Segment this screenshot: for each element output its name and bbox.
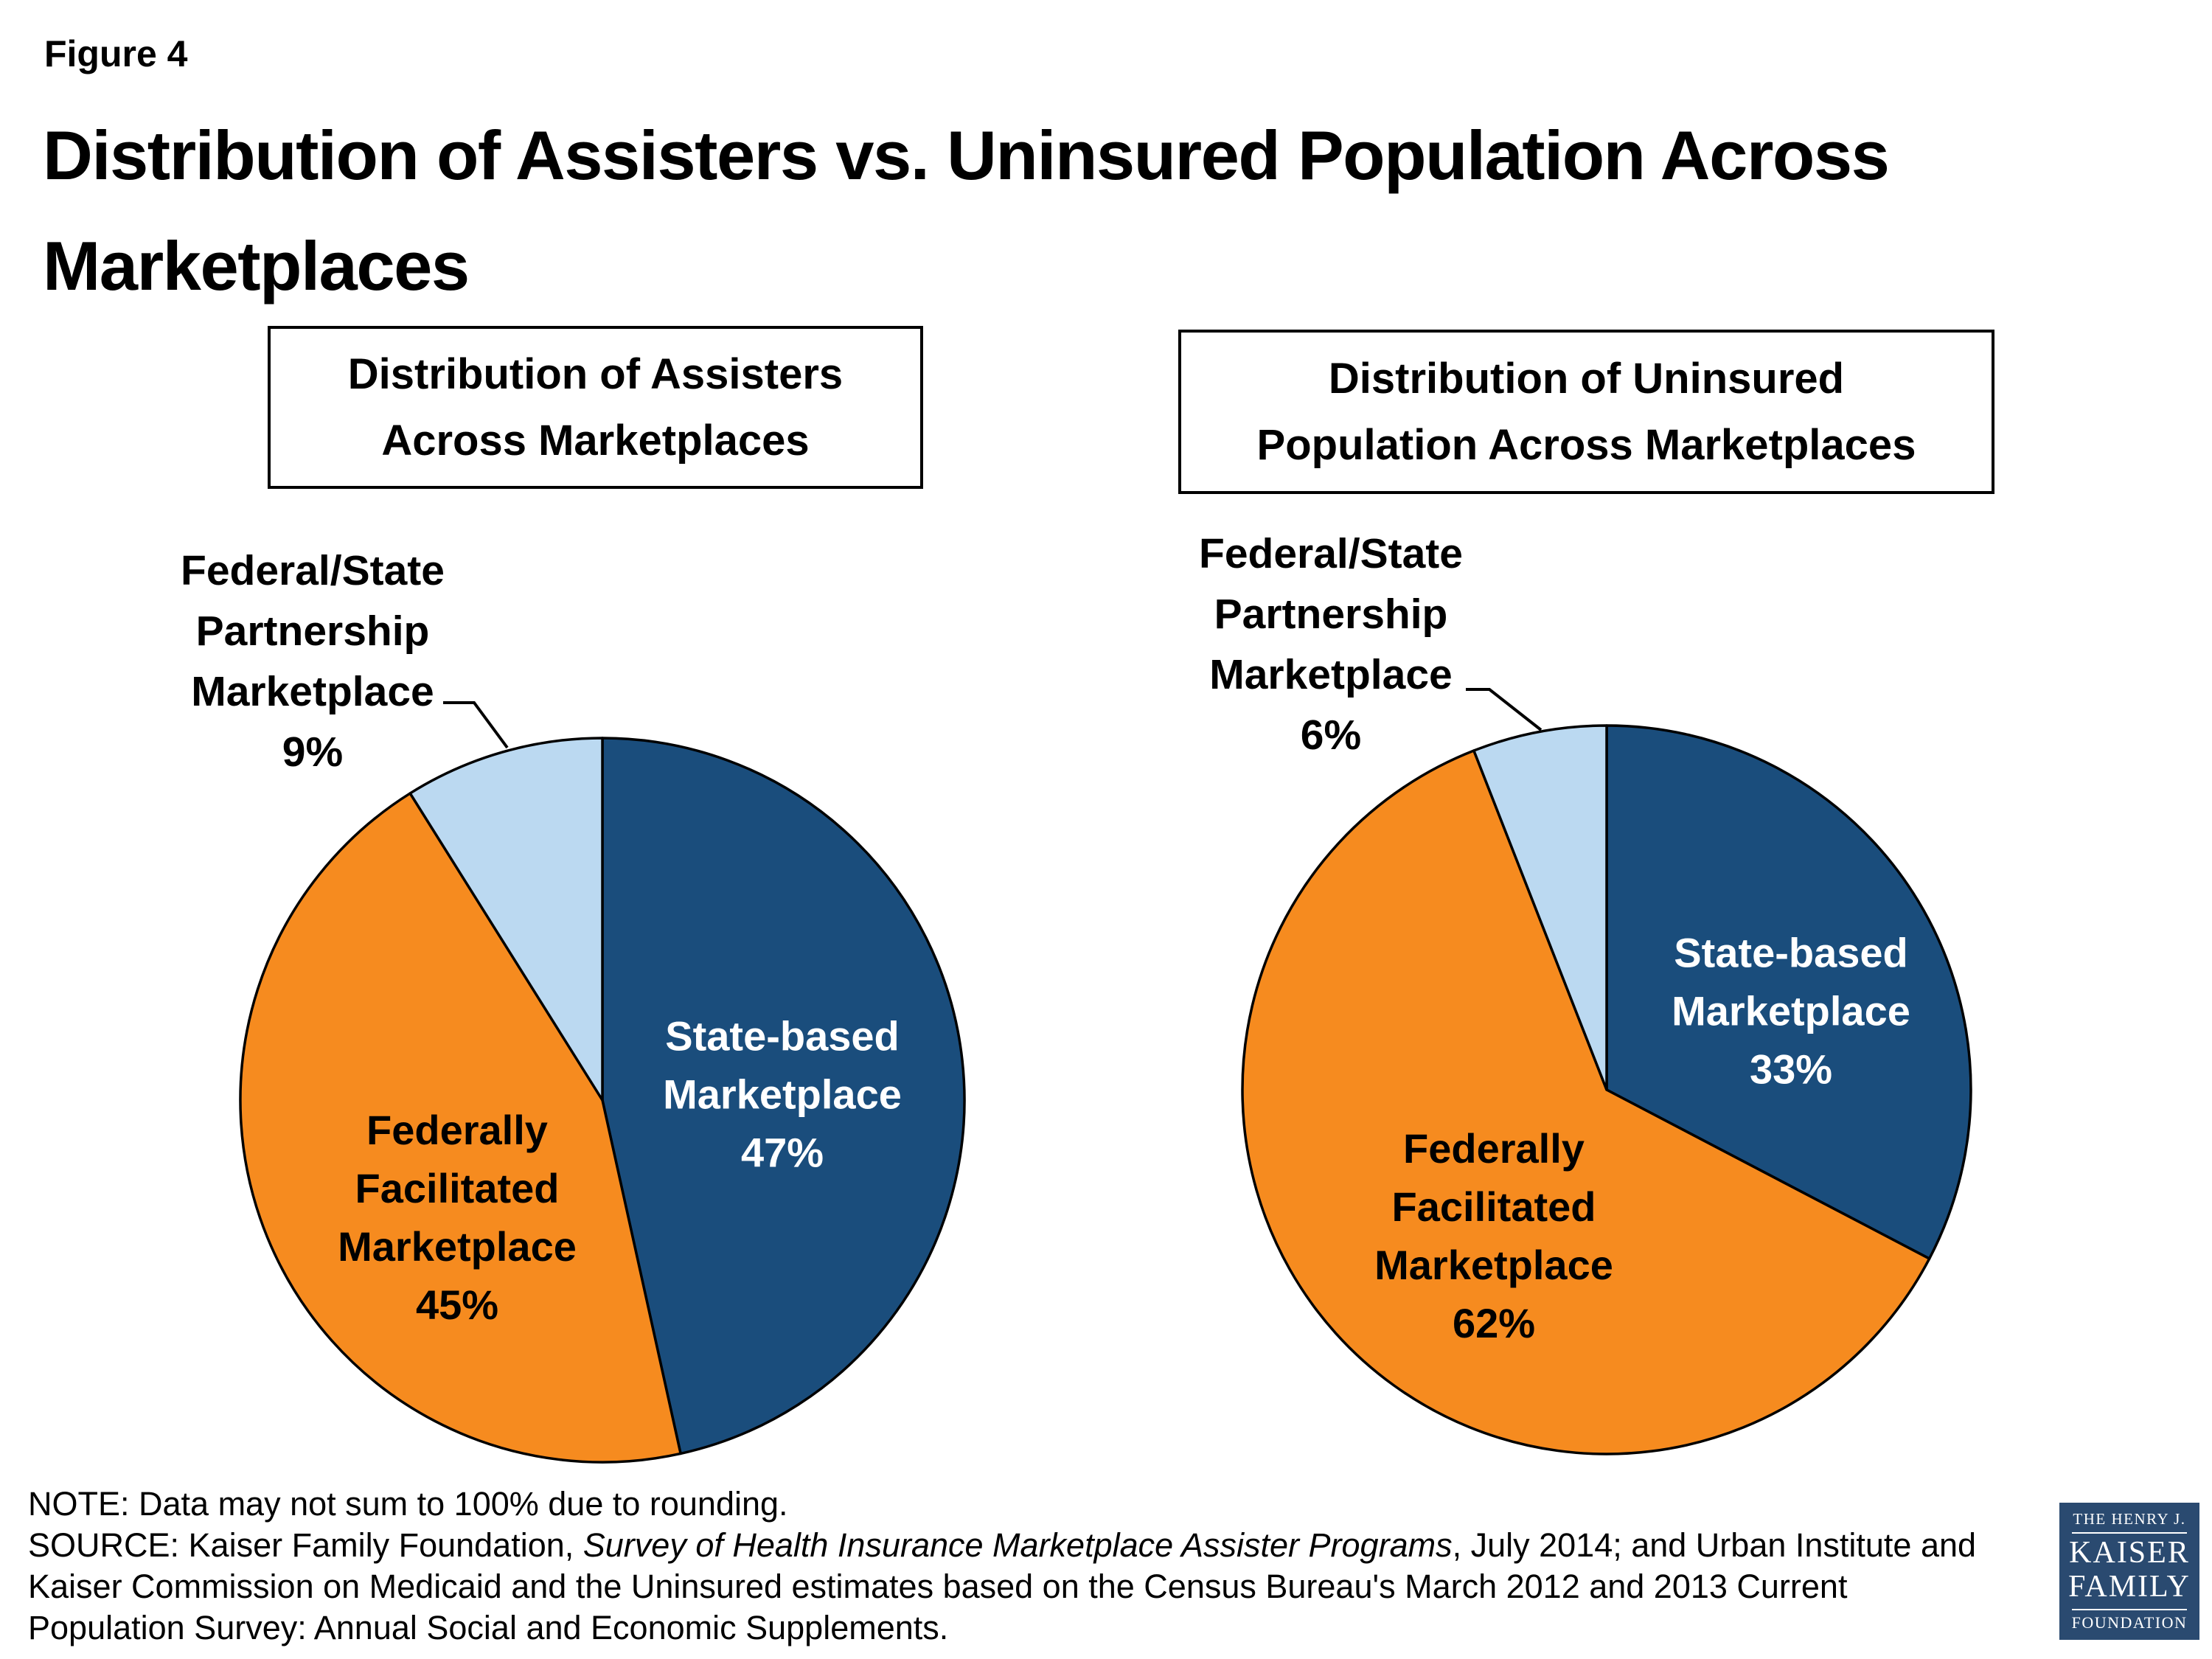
logo-top-line: THE HENRY J.	[2073, 1510, 2186, 1528]
footnotes-block: NOTE: Data may not sum to 100% due to ro…	[28, 1484, 2063, 1649]
note-line: NOTE: Data may not sum to 100% due to ro…	[28, 1485, 788, 1523]
pie-slice	[408, 737, 604, 1102]
pie-slice	[601, 737, 966, 1455]
logo-family: FAMILY	[2068, 1570, 2191, 1604]
left-federally-facilitated-slice-label: Federally Facilitated Marketplace 45%	[338, 1107, 577, 1328]
logo-kaiser: KAISER	[2069, 1536, 2190, 1570]
left-chart-title: Distribution of Assisters Across Marketp…	[347, 349, 844, 465]
source-prefix: SOURCE: Kaiser Family Foundation,	[28, 1526, 583, 1564]
right-federally-facilitated-slice-label: Federally Facilitated Marketplace 62%	[1374, 1125, 1613, 1346]
logo-divider	[2072, 1532, 2187, 1534]
kff-foundation-logo: THE HENRY J. KAISER FAMILY FOUNDATION	[2059, 1503, 2199, 1640]
source-line-3: Population Survey: Annual Social and Eco…	[28, 1609, 949, 1646]
source-line-1: SOURCE: Kaiser Family Foundation, Survey…	[28, 1525, 2063, 1566]
right-partnership-callout-label: Federal/State Partnership Marketplace 6%	[1199, 530, 1463, 759]
right-chart-title-box: Distribution of Uninsured Population Acr…	[1178, 330, 1994, 494]
pie-slice	[1472, 724, 1608, 1091]
pie-chart-uninsured	[1241, 724, 1972, 1455]
right-chart-title: Distribution of Uninsured Population Acr…	[1256, 354, 1916, 469]
logo-divider-2	[2072, 1609, 2187, 1610]
figure-label: Figure 4	[44, 33, 188, 74]
right-state-based-slice-label: State-based Marketplace 33%	[1672, 929, 1910, 1093]
pie-chart-assisters	[239, 737, 966, 1464]
left-chart-title-box: Distribution of Assisters Across Marketp…	[268, 326, 923, 489]
pie-slice	[1241, 749, 1931, 1455]
left-partnership-callout-label: Federal/State Partnership Marketplace 9%	[181, 547, 445, 776]
logo-foundation: FOUNDATION	[2071, 1613, 2188, 1632]
pie-slice	[239, 792, 682, 1464]
pie-slice	[1605, 724, 1972, 1260]
left-state-based-slice-label: State-based Marketplace 47%	[663, 1012, 902, 1176]
source-italic-title: Survey of Health Insurance Marketplace A…	[582, 1526, 1453, 1564]
source-line-2: Kaiser Commission on Medicaid and the Un…	[28, 1568, 1848, 1605]
source-line1-suffix: , July 2014; and Urban Institute and	[1452, 1526, 1977, 1564]
page-title: Distribution of Assisters vs. Uninsured …	[43, 116, 1890, 305]
